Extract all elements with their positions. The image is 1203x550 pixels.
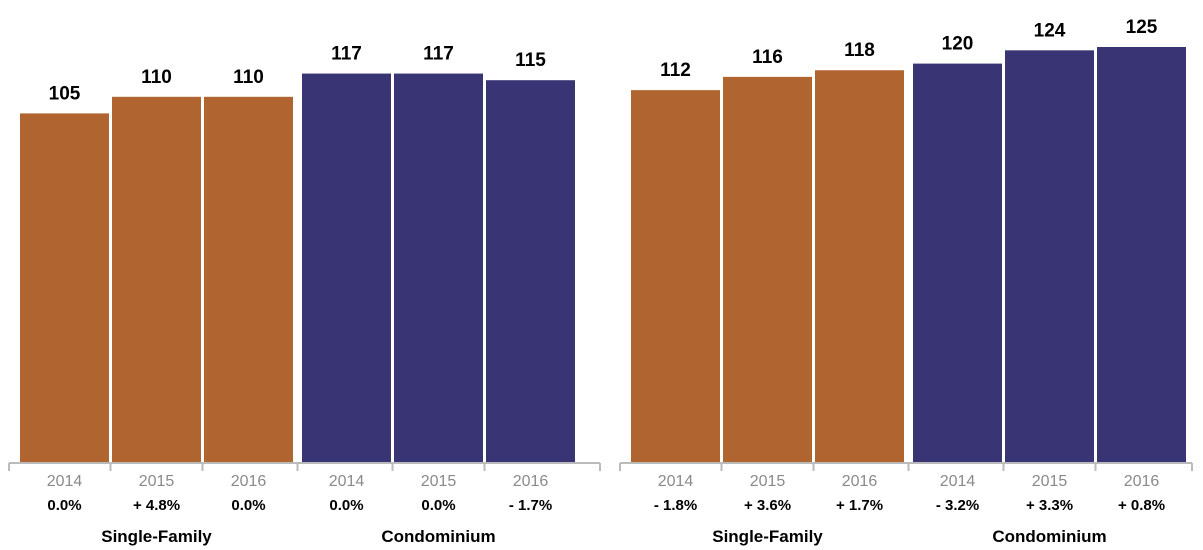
- change-label: - 3.2%: [936, 497, 979, 514]
- x-tick-label: 2014: [940, 473, 976, 490]
- x-tick-label: 2016: [231, 473, 267, 490]
- data-label: 115: [515, 50, 546, 71]
- x-tick-label: 2014: [329, 473, 365, 490]
- x-tick-label: 2015: [1032, 473, 1068, 490]
- change-label: + 0.8%: [1118, 497, 1165, 514]
- data-label: 112: [660, 60, 691, 81]
- change-label: - 1.8%: [654, 497, 697, 514]
- x-tick-label: 2015: [421, 473, 457, 490]
- bar: [1097, 47, 1186, 462]
- bar: [723, 76, 812, 462]
- x-tick-label: 2014: [47, 473, 83, 490]
- data-label: 110: [141, 67, 172, 88]
- group-label: Single-Family: [101, 527, 212, 546]
- data-label: 110: [233, 67, 264, 88]
- bar: [20, 113, 109, 463]
- bar: [302, 73, 391, 462]
- change-label: 0.0%: [231, 497, 265, 514]
- change-label: + 3.6%: [744, 497, 791, 514]
- data-label: 105: [49, 83, 81, 104]
- change-label: + 1.7%: [836, 497, 883, 514]
- bar: [913, 63, 1002, 462]
- x-tick-label: 2015: [750, 473, 786, 490]
- change-label: + 4.8%: [133, 497, 180, 514]
- bar: [394, 73, 483, 462]
- x-tick-label: 2016: [513, 473, 549, 490]
- bar: [112, 96, 201, 463]
- group-label: Condominium: [381, 527, 495, 546]
- change-label: 0.0%: [47, 497, 81, 514]
- bar: [815, 70, 904, 463]
- x-tick-label: 2016: [842, 473, 878, 490]
- group-label: Condominium: [992, 527, 1106, 546]
- group-label: Single-Family: [712, 527, 823, 546]
- bar: [486, 80, 575, 462]
- x-tick-label: 2016: [1124, 473, 1160, 490]
- data-label: 120: [942, 34, 974, 55]
- x-tick-label: 2015: [139, 473, 175, 490]
- change-label: - 1.7%: [509, 497, 552, 514]
- change-label: 0.0%: [421, 497, 455, 514]
- bar: [1005, 50, 1094, 462]
- data-label: 117: [331, 44, 362, 65]
- data-label: 117: [423, 44, 454, 65]
- change-label: 0.0%: [329, 497, 363, 514]
- data-label: 125: [1126, 17, 1158, 38]
- change-label: + 3.3%: [1026, 497, 1073, 514]
- x-tick-label: 2014: [658, 473, 694, 490]
- data-label: 124: [1034, 20, 1066, 41]
- data-label: 118: [844, 40, 875, 61]
- data-label: 116: [752, 47, 783, 68]
- bar: [204, 96, 293, 463]
- bar: [631, 90, 720, 462]
